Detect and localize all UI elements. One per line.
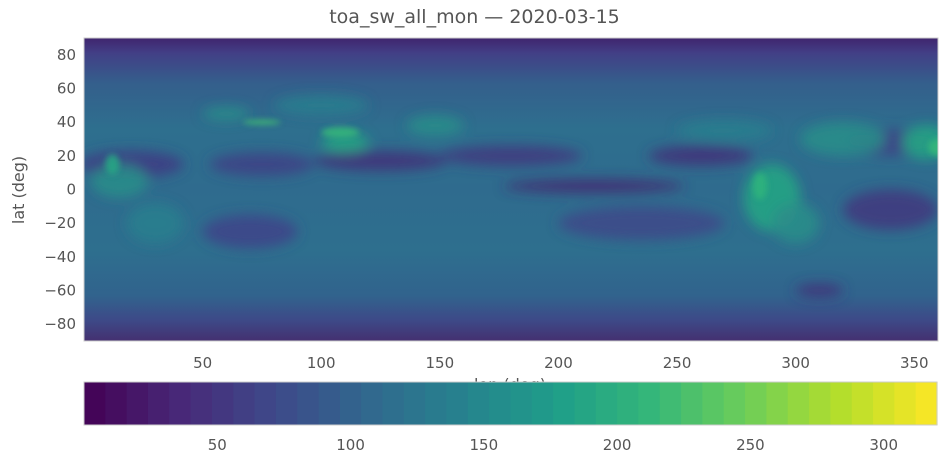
x-tick-label: 250 <box>663 354 692 372</box>
heatmap-patch <box>558 206 725 241</box>
heatmap-streak <box>105 154 120 175</box>
heatmap-patch <box>800 122 886 156</box>
colorbar-segment <box>254 382 277 425</box>
colorbar-segment <box>915 382 938 425</box>
colorbar-ticks: 50 100 150 200 250 300 <box>208 436 898 454</box>
y-tick-label: 20 <box>57 147 76 165</box>
heatmap-patch <box>503 179 685 193</box>
colorbar-tick-label: 200 <box>603 436 632 454</box>
heatmap-patch <box>209 152 315 177</box>
plot-area <box>84 38 938 341</box>
colorbar-segment <box>894 382 917 425</box>
heatmap-patch <box>273 95 369 116</box>
heatmap-patch <box>843 189 938 230</box>
colorbar-segment <box>233 382 256 425</box>
heatmap-streak <box>928 139 938 156</box>
x-tick-label: 350 <box>900 354 929 372</box>
colorbar-segment <box>403 382 426 425</box>
heatmap-patch <box>648 145 753 166</box>
colorbar-segment <box>617 382 640 425</box>
colorbar-segment <box>446 382 469 425</box>
colorbar-frame <box>83 381 938 426</box>
colorbar-segment <box>510 382 533 425</box>
colorbar-segment <box>425 382 448 425</box>
colorbar-segment <box>723 382 746 425</box>
plot-frame <box>83 37 939 342</box>
y-axis-ticks: 80 60 40 20 0 −20 −40 −60 −80 <box>44 46 76 333</box>
colorbar-segment <box>467 382 490 425</box>
colorbar-segment <box>169 382 192 425</box>
heatmap-patch <box>202 214 298 249</box>
heatmap-patch <box>771 202 820 244</box>
heatmap-patch <box>321 132 369 153</box>
colorbar-segment <box>339 382 362 425</box>
chart-title: toa_sw_all_mon — 2020-03-15 <box>329 6 620 28</box>
colorbar-segment <box>553 382 576 425</box>
colorbar-segment <box>147 382 170 425</box>
colorbar-segment <box>275 382 298 425</box>
colorbar-segment <box>531 382 554 425</box>
heatmap-patch <box>202 107 251 121</box>
heatmap-patch <box>91 164 149 198</box>
colorbar-segment <box>809 382 831 425</box>
y-tick-label: 40 <box>57 113 76 131</box>
colorbar-segment <box>126 382 149 425</box>
colorbar-segment <box>84 382 106 425</box>
colorbar-segment <box>297 382 320 425</box>
colorbar-segment <box>702 382 725 425</box>
colorbar-segment <box>681 382 704 425</box>
colorbar-segment <box>851 382 874 425</box>
y-tick-label: 60 <box>57 80 76 98</box>
y-tick-label: −80 <box>44 315 76 333</box>
x-tick-label: 50 <box>193 354 212 372</box>
colorbar-segment <box>830 382 853 425</box>
colorbar-tick-label: 50 <box>208 436 227 454</box>
colorbar-segment <box>787 382 810 425</box>
heatmap-patch <box>406 115 464 136</box>
heatmap-patch <box>677 120 772 141</box>
colorbar-segment <box>382 382 405 425</box>
colorbar-tick-label: 150 <box>470 436 499 454</box>
colorbar-segment <box>659 382 682 425</box>
heatmap-patch <box>439 145 583 166</box>
colorbar-segment <box>745 382 767 425</box>
colorbar-segment <box>873 382 895 425</box>
heatmap-streaks <box>105 119 938 200</box>
y-tick-label: −40 <box>44 248 76 266</box>
colorbar-segment <box>574 382 597 425</box>
colorbar-segment <box>638 382 661 425</box>
y-tick-label: 80 <box>57 46 76 64</box>
y-tick-label: −20 <box>44 214 76 232</box>
y-tick-label: −60 <box>44 282 76 300</box>
colorbar-tick-label: 250 <box>736 436 765 454</box>
heatmap-patch <box>314 150 447 171</box>
heatmap-patch <box>795 283 844 298</box>
colorbar-segment <box>318 382 341 425</box>
colorbar-segment <box>489 382 512 425</box>
y-axis-label: lat (deg) <box>9 156 28 224</box>
colorbar-segment <box>211 382 234 425</box>
y-tick-label: 0 <box>66 181 76 199</box>
x-tick-label: 200 <box>544 354 573 372</box>
heatmap-patch <box>902 125 938 160</box>
x-tick-label: 150 <box>426 354 455 372</box>
colorbar-segment <box>766 382 789 425</box>
colorbar-segment <box>105 382 128 425</box>
colorbar-tick-label: 100 <box>336 436 365 454</box>
heatmap-streak <box>321 127 360 138</box>
colorbar-segment <box>361 382 384 425</box>
x-tick-label: 100 <box>307 354 336 372</box>
heatmap-patch <box>126 202 184 244</box>
colorbar-segment <box>190 382 213 425</box>
colorbar-segment <box>595 382 618 425</box>
heatmap-streak <box>242 119 281 125</box>
colorbar-tick-label: 300 <box>869 436 898 454</box>
colorbar <box>84 382 938 425</box>
heatmap-streak <box>752 172 768 200</box>
x-tick-label: 300 <box>781 354 810 372</box>
x-axis-ticks: 50 100 150 200 250 300 350 <box>193 354 929 372</box>
